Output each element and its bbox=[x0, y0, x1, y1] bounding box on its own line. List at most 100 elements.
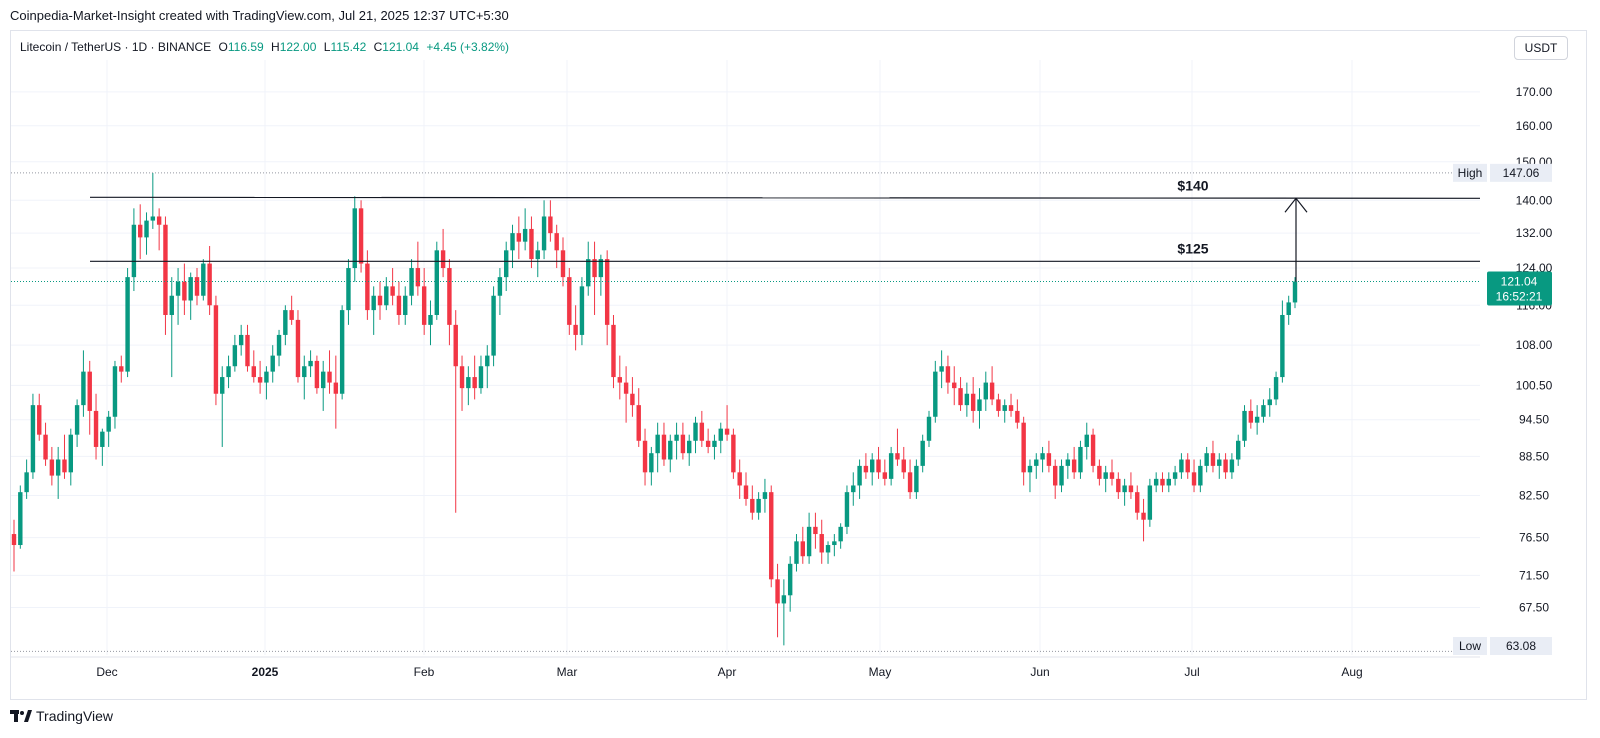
candle-body[interactable] bbox=[1090, 434, 1096, 466]
candle-body[interactable] bbox=[112, 366, 118, 417]
candle-body[interactable] bbox=[409, 268, 414, 296]
candle-body[interactable] bbox=[1217, 459, 1222, 466]
candle-body[interactable] bbox=[907, 472, 913, 493]
candle-body[interactable] bbox=[794, 541, 799, 564]
candle-body[interactable] bbox=[30, 405, 36, 473]
candle-body[interactable] bbox=[699, 422, 705, 441]
candle-body[interactable] bbox=[674, 434, 679, 441]
candle-body[interactable] bbox=[806, 526, 812, 557]
candle-body[interactable] bbox=[339, 310, 345, 394]
candle-body[interactable] bbox=[1002, 405, 1007, 411]
candle-body[interactable] bbox=[1179, 459, 1184, 473]
candle-body[interactable] bbox=[1286, 302, 1291, 315]
candle-body[interactable] bbox=[1008, 405, 1014, 411]
candle-body[interactable] bbox=[554, 233, 559, 251]
candle-body[interactable] bbox=[996, 399, 1001, 411]
candle-body[interactable] bbox=[1103, 472, 1108, 479]
candle-body[interactable] bbox=[276, 334, 282, 356]
candle-body[interactable] bbox=[1185, 459, 1190, 473]
candle-body[interactable] bbox=[62, 459, 67, 473]
candle-body[interactable] bbox=[977, 399, 982, 411]
candle-body[interactable] bbox=[888, 453, 894, 479]
candle-body[interactable] bbox=[901, 459, 906, 473]
candle-body[interactable] bbox=[302, 366, 307, 378]
candle-body[interactable] bbox=[844, 492, 850, 527]
candle-body[interactable] bbox=[144, 220, 149, 238]
candle-body[interactable] bbox=[630, 393, 635, 406]
candle-body[interactable] bbox=[920, 440, 925, 466]
candle-body[interactable] bbox=[1116, 478, 1121, 493]
candle-body[interactable] bbox=[1160, 478, 1165, 486]
candle-body[interactable] bbox=[718, 428, 723, 441]
candle-body[interactable] bbox=[623, 382, 629, 394]
candle-body[interactable] bbox=[705, 440, 711, 447]
candle-body[interactable] bbox=[81, 371, 86, 406]
candle-body[interactable] bbox=[529, 228, 534, 260]
candle-body[interactable] bbox=[567, 277, 572, 325]
candle-body[interactable] bbox=[1059, 465, 1064, 486]
candle-body[interactable] bbox=[434, 250, 440, 315]
candle-body[interactable] bbox=[125, 277, 130, 372]
candle-body[interactable] bbox=[1292, 281, 1298, 303]
candle-body[interactable] bbox=[1191, 472, 1197, 486]
candle-body[interactable] bbox=[131, 224, 137, 278]
candle-body[interactable] bbox=[869, 459, 875, 473]
candle-body[interactable] bbox=[428, 314, 433, 325]
candle-body[interactable] bbox=[781, 595, 787, 604]
candle-body[interactable] bbox=[421, 286, 427, 325]
candle-body[interactable] bbox=[472, 377, 477, 389]
candle-body[interactable] bbox=[636, 405, 641, 441]
candle-body[interactable] bbox=[1065, 459, 1071, 466]
candle-body[interactable] bbox=[37, 405, 42, 435]
candle-body[interactable] bbox=[491, 295, 496, 356]
candle-body[interactable] bbox=[415, 268, 421, 287]
candle-body[interactable] bbox=[346, 268, 351, 311]
candle-body[interactable] bbox=[289, 310, 294, 320]
candle-body[interactable] bbox=[175, 281, 181, 296]
candle-body[interactable] bbox=[119, 366, 124, 372]
candle-body[interactable] bbox=[194, 277, 200, 296]
candle-body[interactable] bbox=[1135, 492, 1140, 513]
candle-body[interactable] bbox=[156, 216, 162, 225]
candle-body[interactable] bbox=[18, 492, 23, 546]
candle-body[interactable] bbox=[169, 295, 174, 315]
candle-body[interactable] bbox=[1141, 512, 1146, 520]
candle-body[interactable] bbox=[238, 334, 244, 346]
candle-body[interactable] bbox=[150, 216, 156, 221]
candle-body[interactable] bbox=[649, 453, 654, 473]
candle-body[interactable] bbox=[731, 434, 736, 473]
candle-body[interactable] bbox=[1261, 405, 1266, 417]
candle-body[interactable] bbox=[43, 434, 48, 460]
level-line-1[interactable] bbox=[89, 196, 1481, 199]
candle-body[interactable] bbox=[365, 263, 370, 311]
candle-body[interactable] bbox=[668, 440, 673, 460]
candle-body[interactable] bbox=[257, 377, 263, 383]
candle-body[interactable] bbox=[762, 492, 768, 499]
candle-body[interactable] bbox=[55, 459, 61, 476]
candle-body[interactable] bbox=[396, 295, 402, 315]
candle-body[interactable] bbox=[945, 366, 951, 383]
candle-body[interactable] bbox=[1147, 485, 1153, 520]
footer-brand[interactable]: TradingView bbox=[10, 706, 113, 726]
candle-body[interactable] bbox=[983, 382, 989, 400]
candle-body[interactable] bbox=[1248, 410, 1254, 423]
candle-body[interactable] bbox=[832, 541, 837, 546]
candle-body[interactable] bbox=[535, 250, 540, 260]
candle-body[interactable] bbox=[1040, 453, 1045, 460]
candle-body[interactable] bbox=[952, 382, 957, 389]
candle-body[interactable] bbox=[327, 371, 332, 383]
candle-body[interactable] bbox=[724, 428, 730, 435]
candle-body[interactable] bbox=[510, 233, 515, 251]
candle-body[interactable] bbox=[882, 472, 888, 479]
candle-body[interactable] bbox=[970, 393, 976, 411]
candle-body[interactable] bbox=[737, 472, 742, 486]
candle-body[interactable] bbox=[264, 371, 269, 383]
candle-body[interactable] bbox=[440, 250, 446, 269]
candle-body[interactable] bbox=[182, 281, 187, 301]
candle-body[interactable] bbox=[1166, 478, 1172, 486]
candle-body[interactable] bbox=[680, 434, 686, 454]
candle-body[interactable] bbox=[1109, 472, 1115, 479]
candle-body[interactable] bbox=[838, 526, 843, 542]
candle-body[interactable] bbox=[207, 263, 212, 306]
candle-body[interactable] bbox=[756, 498, 761, 513]
